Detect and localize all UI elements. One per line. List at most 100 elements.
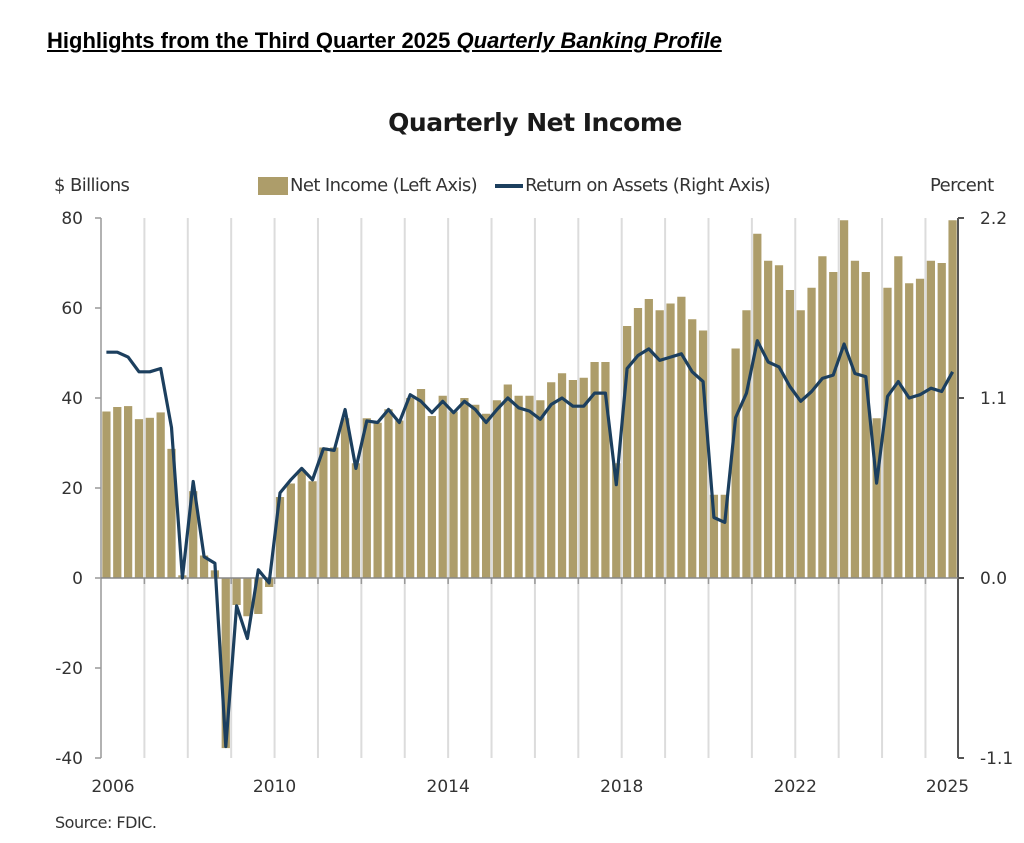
bar-net-income — [503, 384, 512, 578]
left-tick-label: 0 — [72, 569, 83, 589]
page-heading-plain: Highlights from the Third Quarter 2025 — [47, 28, 457, 53]
bar-net-income — [829, 272, 838, 578]
x-tick-label: 2022 — [774, 777, 817, 797]
left-tick-label: 20 — [61, 479, 83, 499]
bar-net-income — [666, 303, 675, 578]
bar-net-income — [557, 373, 567, 578]
bar-net-income — [492, 400, 502, 578]
left-axis-label: $ Billions — [54, 175, 130, 196]
right-axis-label: Percent — [930, 175, 994, 196]
bar-net-income — [286, 483, 295, 578]
bar-net-income — [384, 409, 393, 578]
bar-net-income — [633, 308, 643, 578]
bar-net-income — [427, 416, 436, 578]
left-tick-label: 40 — [61, 389, 83, 409]
chart-title: Quarterly Net Income — [388, 108, 682, 137]
x-tick-label: 2006 — [91, 777, 134, 797]
bar-net-income — [774, 265, 784, 578]
bar-net-income — [254, 578, 263, 614]
legend-label-net-income: Net Income (Left Axis) — [290, 175, 478, 196]
bar-net-income — [395, 420, 404, 578]
bar-net-income — [406, 398, 415, 578]
bar-net-income — [753, 233, 762, 578]
page-heading-italic: Quarterly Banking Profile — [456, 28, 722, 53]
line-return-on-assets — [106, 339, 954, 749]
bar-net-income — [308, 481, 317, 578]
left-tick-label: -20 — [55, 659, 83, 679]
bars-net-income — [102, 220, 957, 749]
bar-net-income — [471, 404, 480, 578]
bar-net-income — [709, 494, 719, 578]
bar-net-income — [644, 299, 653, 578]
tick-labels: 80 60 40 20 0 -20 -40 2.2 1.1 0.0 -1.1 2006 2010 2014… — [55, 209, 1013, 797]
bar-net-income — [373, 422, 382, 578]
left-tick-label: 60 — [61, 299, 83, 319]
axes — [95, 217, 964, 759]
right-tick-label: 1.1 — [980, 389, 1007, 409]
bar-net-income — [948, 220, 957, 578]
bar-net-income — [514, 395, 523, 578]
bar-net-income — [698, 330, 708, 578]
bar-net-income — [416, 389, 426, 578]
bar-net-income — [232, 578, 241, 605]
bar-net-income — [481, 413, 491, 578]
page-heading: Highlights from the Third Quarter 2025 Q… — [47, 28, 722, 54]
bar-net-income — [319, 447, 328, 578]
bar-net-income — [915, 278, 925, 578]
bar-net-income — [894, 256, 903, 578]
right-tick-label: 0.0 — [980, 569, 1007, 589]
bar-net-income — [275, 497, 285, 578]
bar-net-income — [167, 448, 176, 578]
bar-net-income — [796, 310, 805, 578]
legend-swatch-net-income — [258, 176, 288, 195]
bar-net-income — [579, 377, 588, 578]
bar-net-income — [764, 260, 773, 578]
bar-net-income — [362, 418, 371, 578]
bar-net-income — [297, 470, 306, 578]
source-note: Source: FDIC. — [55, 813, 157, 832]
bar-net-income — [113, 407, 122, 578]
bar-net-income — [850, 260, 860, 578]
legend: Net Income (Left Axis) Return on Assets … — [258, 175, 771, 196]
bar-net-income — [883, 287, 892, 578]
bar-net-income — [568, 380, 578, 578]
bar-net-income — [818, 256, 827, 578]
bar-net-income — [460, 398, 469, 578]
bar-net-income — [839, 220, 849, 578]
bar-net-income — [340, 418, 350, 578]
left-tick-label: -40 — [55, 749, 83, 769]
bar-net-income — [926, 260, 936, 578]
bar-net-income — [221, 578, 230, 749]
bar-net-income — [742, 310, 751, 578]
bar-net-income — [720, 494, 729, 578]
x-tick-label: 2018 — [600, 777, 643, 797]
bar-net-income — [677, 296, 686, 578]
bar-net-income — [243, 578, 252, 617]
bar-net-income — [623, 326, 632, 578]
bar-net-income — [156, 412, 165, 578]
bar-net-income — [102, 411, 111, 578]
bar-net-income — [123, 406, 133, 578]
bar-net-income — [655, 310, 664, 578]
bar-net-income — [612, 463, 621, 578]
bar-net-income — [438, 395, 447, 578]
bar-net-income — [199, 555, 209, 578]
bar-net-income — [785, 290, 794, 578]
bar-net-income — [937, 263, 946, 578]
x-tick-label: 2025 — [926, 777, 969, 797]
x-tick-label: 2014 — [427, 777, 470, 797]
bar-net-income — [145, 417, 154, 578]
bar-net-income — [525, 395, 534, 578]
bar-net-income — [872, 418, 881, 578]
bar-net-income — [330, 447, 339, 578]
bar-net-income — [861, 272, 870, 578]
left-tick-label: 80 — [61, 209, 83, 229]
bar-net-income — [189, 491, 198, 578]
right-tick-label: 2.2 — [980, 209, 1007, 229]
bar-net-income — [547, 382, 556, 578]
bar-net-income — [351, 463, 361, 578]
bar-net-income — [688, 319, 697, 578]
bar-net-income — [536, 400, 545, 578]
legend-swatch-roa — [495, 183, 524, 188]
